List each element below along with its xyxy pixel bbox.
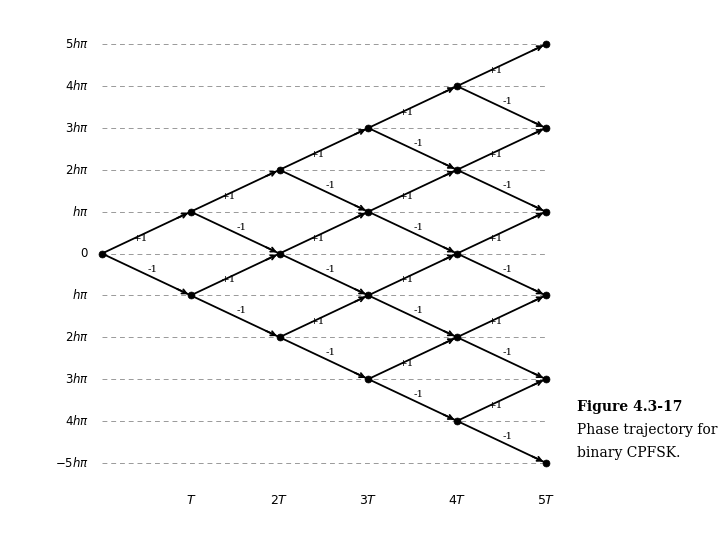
Text: -1: -1 xyxy=(236,222,246,232)
Text: +1: +1 xyxy=(487,401,503,410)
Text: $2h\pi$: $2h\pi$ xyxy=(65,163,89,177)
Text: $4h\pi$: $4h\pi$ xyxy=(65,79,89,93)
Text: -1: -1 xyxy=(414,390,424,399)
Text: +1: +1 xyxy=(399,192,414,201)
Text: $5h\pi$: $5h\pi$ xyxy=(65,37,89,51)
Text: $3h\pi$: $3h\pi$ xyxy=(65,372,89,386)
Text: $T$: $T$ xyxy=(186,494,196,507)
Text: $h\pi$: $h\pi$ xyxy=(72,288,89,302)
Text: -1: -1 xyxy=(503,432,513,441)
Text: +1: +1 xyxy=(399,108,414,117)
Text: -1: -1 xyxy=(414,222,424,232)
Text: +1: +1 xyxy=(132,233,148,242)
Text: $3T$: $3T$ xyxy=(359,494,377,507)
Text: $5T$: $5T$ xyxy=(536,494,555,507)
Text: +1: +1 xyxy=(221,275,237,285)
Text: +1: +1 xyxy=(487,66,503,75)
Text: -1: -1 xyxy=(325,181,336,190)
Text: -1: -1 xyxy=(503,181,513,190)
Text: Phase trajectory for: Phase trajectory for xyxy=(577,423,717,437)
Text: -1: -1 xyxy=(236,306,246,315)
Text: +1: +1 xyxy=(399,275,414,285)
Text: -1: -1 xyxy=(148,265,158,274)
Text: +1: +1 xyxy=(310,317,325,326)
Text: +1: +1 xyxy=(399,359,414,368)
Text: $3h\pi$: $3h\pi$ xyxy=(65,121,89,135)
Text: +1: +1 xyxy=(487,150,503,159)
Text: $2T$: $2T$ xyxy=(270,494,289,507)
Text: +1: +1 xyxy=(487,233,503,242)
Text: -1: -1 xyxy=(414,139,424,148)
Text: +1: +1 xyxy=(487,317,503,326)
Text: $2h\pi$: $2h\pi$ xyxy=(65,330,89,344)
Text: Figure 4.3-17: Figure 4.3-17 xyxy=(577,400,683,414)
Text: $h\pi$: $h\pi$ xyxy=(72,205,89,219)
Text: -1: -1 xyxy=(503,97,513,106)
Text: -1: -1 xyxy=(325,348,336,357)
Text: $4T$: $4T$ xyxy=(448,494,467,507)
Text: $4h\pi$: $4h\pi$ xyxy=(65,414,89,428)
Text: -1: -1 xyxy=(503,265,513,274)
Text: -1: -1 xyxy=(414,306,424,315)
Text: $-5h\pi$: $-5h\pi$ xyxy=(55,456,89,470)
Text: $0$: $0$ xyxy=(80,247,89,260)
Text: -1: -1 xyxy=(325,265,336,274)
Text: binary CPFSK.: binary CPFSK. xyxy=(577,446,680,460)
Text: +1: +1 xyxy=(221,192,237,201)
Text: +1: +1 xyxy=(310,233,325,242)
Text: +1: +1 xyxy=(310,150,325,159)
Text: -1: -1 xyxy=(503,348,513,357)
